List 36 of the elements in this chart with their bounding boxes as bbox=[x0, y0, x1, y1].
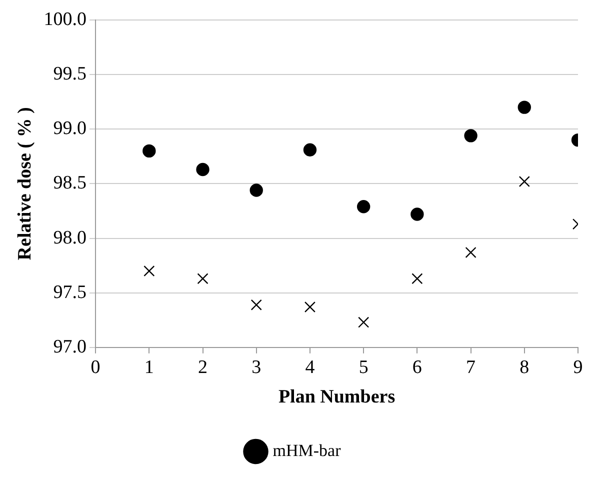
x-tick-label: 5 bbox=[358, 356, 368, 378]
point bbox=[518, 100, 531, 114]
point bbox=[304, 301, 316, 313]
y-tick-label: 98.0 bbox=[53, 227, 87, 248]
x-axis-title: Plan Numbers bbox=[278, 386, 396, 408]
point bbox=[518, 176, 530, 188]
x-tick-label: 8 bbox=[520, 356, 530, 378]
point bbox=[412, 273, 423, 284]
point bbox=[142, 144, 156, 158]
y-tick-label: 100.0 bbox=[44, 8, 87, 30]
point bbox=[144, 265, 155, 277]
x-tick-label: 2 bbox=[198, 356, 208, 378]
point bbox=[410, 208, 424, 221]
x-tick-label: 0 bbox=[90, 356, 100, 378]
point bbox=[250, 299, 262, 310]
point bbox=[465, 246, 476, 258]
point bbox=[303, 143, 317, 156]
x-tick-label: 4 bbox=[305, 356, 316, 378]
point bbox=[464, 129, 478, 142]
y-tick-label: 97.0 bbox=[53, 336, 87, 358]
x-tick-label: 6 bbox=[412, 356, 422, 378]
point bbox=[356, 200, 370, 214]
x-tick-label: 3 bbox=[252, 356, 262, 378]
legend-label: mHM-bar bbox=[272, 440, 342, 460]
point bbox=[197, 273, 208, 284]
y-tick-label: 99.5 bbox=[53, 64, 87, 85]
y-axis-title: Relative dose ( % ) bbox=[14, 107, 36, 260]
point bbox=[250, 184, 263, 197]
y-tick-label: 98.5 bbox=[53, 172, 87, 194]
point bbox=[196, 162, 210, 176]
x-tick-label: 1 bbox=[144, 356, 154, 378]
x-tick-label: 7 bbox=[466, 356, 476, 378]
y-tick-label: 97.5 bbox=[53, 282, 87, 303]
point bbox=[358, 316, 370, 328]
y-tick-label: 99.0 bbox=[53, 118, 87, 140]
x-tick-label: 9 bbox=[573, 356, 583, 378]
